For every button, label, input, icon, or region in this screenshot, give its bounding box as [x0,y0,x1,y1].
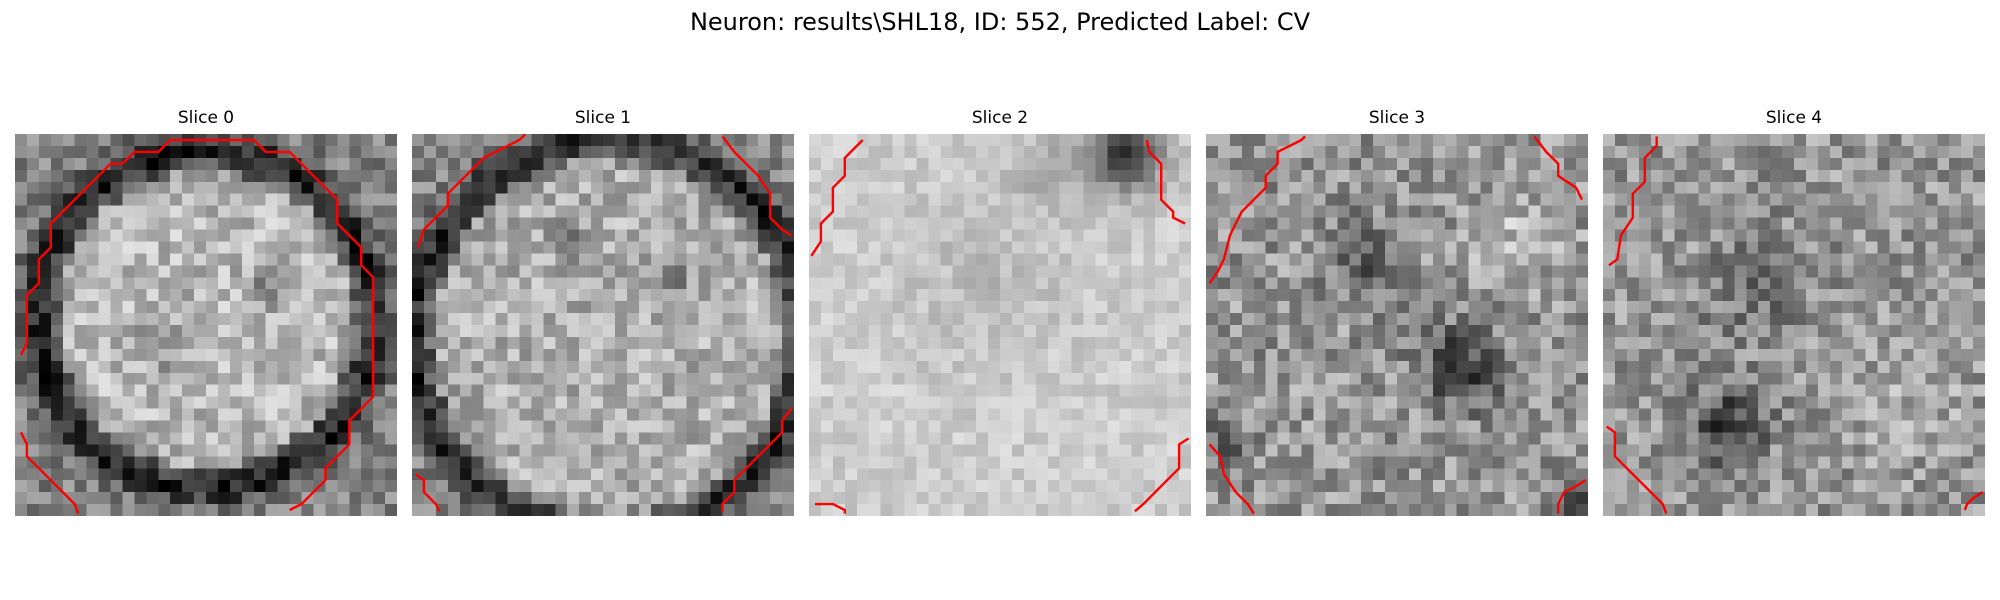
contour-line [1208,443,1255,515]
slice-pixels [412,134,794,516]
contour-line [1557,479,1587,514]
contour-line [1134,437,1190,513]
contour-line [1208,135,1306,284]
slice-image-4 [1603,134,1985,516]
slice-pixels [15,134,397,516]
slice-image-2 [809,134,1191,516]
contour-line [416,134,527,248]
slice-panel-4: Slice 4 [1603,107,1985,516]
slice-title-2: Slice 2 [971,108,1029,128]
slice-title-4: Slice 4 [1765,108,1823,128]
slice-image-1 [412,134,794,516]
slice-panel-1: Slice 1 [412,107,794,516]
contour-line [815,502,846,514]
slice-panel-2: Slice 2 [809,107,1191,516]
contour-line [810,139,864,257]
contour-line [19,138,375,512]
contour-line [414,473,441,512]
slice-panel-0: Slice 0 [15,107,397,516]
slice-title-3: Slice 3 [1368,108,1426,128]
contour-line [1963,491,1984,511]
contour-line [1608,136,1658,267]
figure-title: Neuron: results\SHL18, ID: 552, Predicte… [689,8,1311,36]
slice-pixels [1206,134,1588,516]
contour-line [721,407,793,513]
contour-line [1533,135,1584,201]
slice-pixels [1603,134,1985,516]
contour-line [19,431,80,515]
slice-title-1: Slice 1 [574,108,632,128]
slice-image-3 [1206,134,1588,516]
contour-line [1145,139,1186,225]
slice-pixels [809,134,1191,516]
contour-line [721,135,793,237]
slice-image-0 [15,134,397,516]
slice-panel-3: Slice 3 [1206,107,1588,516]
contour-line [1605,425,1668,515]
slice-title-0: Slice 0 [177,108,235,128]
